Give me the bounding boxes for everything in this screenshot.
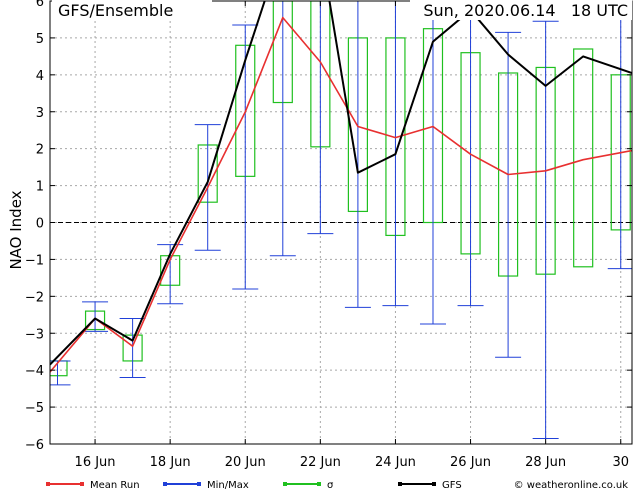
- y-tick-label: 5: [36, 32, 44, 47]
- legend-marker: [80, 482, 84, 486]
- y-tick-label: −4: [25, 364, 44, 379]
- title-background: [52, 0, 212, 20]
- legend-item: GFS: [398, 480, 462, 490]
- minmax-bar: [344, 1, 371, 308]
- minmax-bar: [232, 24, 259, 290]
- series-line-gfs: [50, 1, 632, 366]
- legend-marker: [197, 482, 201, 486]
- legend-marker: [317, 482, 321, 486]
- x-tick-label: 16 Jun: [75, 455, 116, 470]
- y-tick-label: −6: [25, 438, 44, 453]
- y-tick-label: 6: [36, 0, 44, 10]
- axis-ticks: −6 −5 −4 −3 −2 −1 0 1 2 3 4 5 6 16 Jun 18 Jun 20 Jun 22 …: [25, 0, 632, 470]
- legend-label: GFS: [442, 480, 462, 490]
- legend-item: σ: [283, 480, 334, 490]
- chart-title-block: GFS/Ensemble Sun, 2020.06.14 18 UTC: [52, 0, 632, 20]
- chart-subtitle: Sun, 2020.06.14 18 UTC: [423, 1, 628, 20]
- y-tick-label: −5: [25, 401, 44, 416]
- y-tick-label: 4: [36, 69, 44, 84]
- x-tick-label: 28 Jun: [525, 455, 566, 470]
- legend-item: Mean Run: [46, 480, 140, 490]
- y-tick-label: −3: [25, 327, 44, 342]
- chart-title: GFS/Ensemble: [58, 1, 173, 20]
- y-tick-label: 3: [36, 106, 44, 121]
- minmax-bar: [269, 1, 296, 257]
- minmax-errorbars: [50, 1, 632, 439]
- y-tick-label: 1: [36, 180, 44, 195]
- legend-label: Mean Run: [90, 480, 140, 490]
- minmax-bar: [82, 301, 109, 332]
- x-tick-label: 18 Jun: [150, 455, 191, 470]
- legend-marker: [46, 482, 50, 486]
- series-lines: [50, 1, 632, 373]
- x-tick-label: 22 Jun: [300, 455, 341, 470]
- y-tick-label: −2: [25, 290, 44, 305]
- legend-marker: [163, 482, 167, 486]
- legend-label: Min/Max: [207, 480, 249, 490]
- legend-marker: [283, 482, 287, 486]
- subtitle-background: [410, 0, 632, 20]
- series-line-mean-run: [50, 16, 632, 373]
- minmax-bar: [419, 1, 446, 325]
- legend-marker: [432, 482, 436, 486]
- x-tick-label: 20 Jun: [225, 455, 266, 470]
- legend-marker: [398, 482, 402, 486]
- minmax-bar: [50, 360, 71, 386]
- legend-item: Min/Max: [163, 480, 249, 490]
- legend-label: σ: [327, 480, 334, 490]
- y-tick-label: −1: [25, 253, 44, 268]
- y-tick-label: 0: [36, 217, 44, 232]
- legend: Mean Run Min/Max σ GFS: [46, 480, 462, 490]
- minmax-bar: [307, 1, 334, 235]
- y-axis-label: NAO Index: [7, 190, 25, 269]
- minmax-bar: [607, 1, 632, 270]
- credit-text: © weatheronline.co.uk: [514, 480, 629, 490]
- x-tick-label: 26 Jun: [450, 455, 491, 470]
- minmax-bar: [532, 20, 559, 439]
- minmax-bar: [495, 31, 522, 358]
- x-tick-label: 30: [612, 455, 629, 470]
- y-tick-label: 2: [36, 143, 44, 158]
- x-tick-label: 24 Jun: [375, 455, 416, 470]
